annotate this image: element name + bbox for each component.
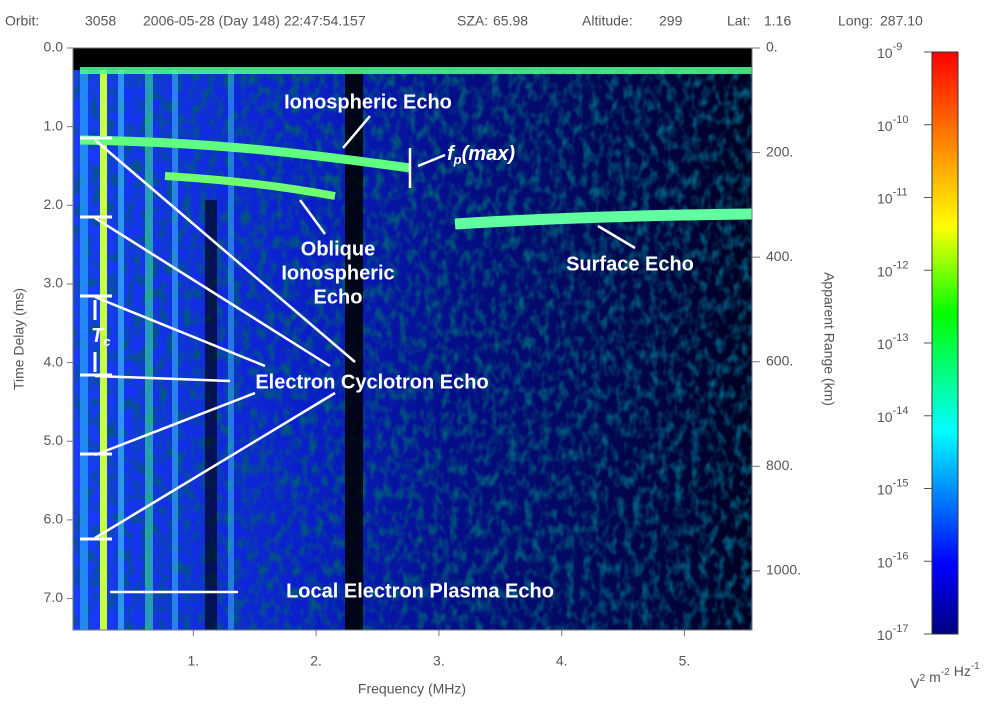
colorbar-tick-exponent: -14 (893, 405, 909, 417)
x-tick-label: 1. (187, 653, 199, 669)
x-tick-label: 2. (310, 653, 322, 669)
y-tick-label: 4.0 (44, 353, 64, 369)
y-tick-label: 0.0 (44, 39, 64, 55)
header-label: Lat: (727, 13, 750, 29)
plot-frame (72, 47, 753, 631)
annotation: Ionospheric Echo (284, 91, 452, 113)
colorbar-tick-label: 10-9 (877, 41, 902, 61)
colorbar-tick-exponent: -15 (893, 477, 909, 489)
y2-tick-label: 600. (766, 352, 793, 368)
colorbar-tick-exponent: -17 (893, 623, 909, 635)
header-label: Long: (838, 13, 873, 29)
colorbar-tick-base: 10 (877, 408, 893, 424)
header-label: Orbit: (5, 13, 39, 29)
annotation: fp(max) (447, 143, 515, 167)
y-tick-label: 1.0 (44, 117, 64, 133)
cyclotron-markers (80, 136, 112, 541)
colorbar-tick-label: 10-10 (877, 114, 908, 134)
header-label: SZA: (457, 13, 488, 29)
y-axis-label: Time Delay (ms) (11, 288, 27, 390)
colorbar-tick-label: 10-16 (877, 550, 908, 570)
colorbar-tick-base: 10 (877, 263, 893, 279)
colorbar-tick-exponent: -9 (893, 41, 903, 53)
annotation: f (447, 143, 456, 165)
x-tick-label: 4. (556, 653, 568, 669)
unit-base: V (910, 675, 920, 691)
colorbar (931, 51, 959, 635)
annotation: (max) (462, 143, 516, 165)
annotation: p (453, 152, 462, 167)
y-tick-label: 7.0 (44, 589, 64, 605)
header: Orbit: 3058 2006-05-28 (Day 148) 22:47:54.… (5, 13, 923, 29)
y2-tick-label: 200. (766, 143, 793, 159)
y2-tick-label: 0. (766, 39, 778, 55)
colorbar-tick-exponent: -12 (893, 259, 909, 271)
header-value: 65.98 (493, 13, 528, 29)
unit-base: Hz (954, 663, 971, 679)
header-value: 1.16 (764, 13, 791, 29)
header-value: 287.10 (880, 13, 923, 29)
heatmap (73, 48, 752, 630)
colorbar-tick-label: 10-12 (877, 259, 908, 279)
colorbar-tick-base: 10 (877, 190, 893, 206)
unit-exponent: 2 (920, 673, 926, 684)
annotation: Surface Echo (566, 253, 694, 275)
colorbar-tick-base: 10 (877, 627, 893, 643)
annotations: Ionospheric Echo fp(max) Oblique Ionosph… (80, 91, 694, 602)
annotation: Electron Cyclotron Echo (255, 371, 488, 393)
colorbar-tick-label: 10-13 (877, 332, 908, 352)
colorbar-tick-base: 10 (877, 45, 893, 61)
colorbar-tick-base: 10 (877, 336, 893, 352)
colorbar-tick-exponent: -16 (893, 550, 909, 562)
header-label: Altitude: (582, 13, 633, 29)
y2-tick-label: 800. (766, 457, 793, 473)
header-value: 2006-05-28 (Day 148) 22:47:54.157 (143, 13, 366, 29)
annotation: Oblique (301, 238, 375, 260)
colorbar-tick-base: 10 (877, 481, 893, 497)
annotation: Ionospheric (281, 262, 394, 284)
annotation: T (91, 325, 105, 347)
annotation: Echo (314, 286, 363, 308)
annotation: Tc (91, 325, 111, 349)
header-value: 3058 (85, 13, 116, 29)
x-tick-label: 3. (433, 653, 445, 669)
unit-base: m (929, 669, 941, 685)
colorbar-tick-base: 10 (877, 117, 893, 133)
y-tick-label: 6.0 (44, 511, 64, 527)
colorbar-tick-exponent: -11 (893, 186, 908, 198)
colorbar-tick-exponent: -13 (893, 332, 909, 344)
x-tick-label: 5. (679, 653, 691, 669)
y2-tick-label: 400. (766, 248, 793, 264)
y2-axis-label: Apparent Range (km) (821, 272, 837, 406)
header-value: 299 (659, 13, 683, 29)
colorbar-tick-base: 10 (877, 554, 893, 570)
colorbar-tick-label: 10-17 (877, 623, 908, 643)
colorbar-tick-label: 10-15 (877, 477, 908, 497)
y2-tick-label: 1000. (766, 562, 801, 578)
unit-exponent: -2 (941, 667, 950, 678)
colorbar-tick-label: 10-14 (877, 405, 908, 425)
y-tick-label: 3.0 (44, 275, 64, 291)
colorbar-tick-label: 10-11 (877, 186, 908, 206)
colorbar-units: V2 m-2 Hz-1 (910, 661, 980, 691)
annotation: Local Electron Plasma Echo (286, 580, 554, 602)
y-tick-label: 5.0 (44, 432, 64, 448)
x-axis-label: Frequency (MHz) (358, 681, 466, 697)
annotation: c (103, 334, 111, 349)
unit-exponent: -1 (971, 661, 980, 672)
colorbar-tick-exponent: -10 (893, 114, 909, 126)
y-tick-label: 2.0 (44, 196, 64, 212)
